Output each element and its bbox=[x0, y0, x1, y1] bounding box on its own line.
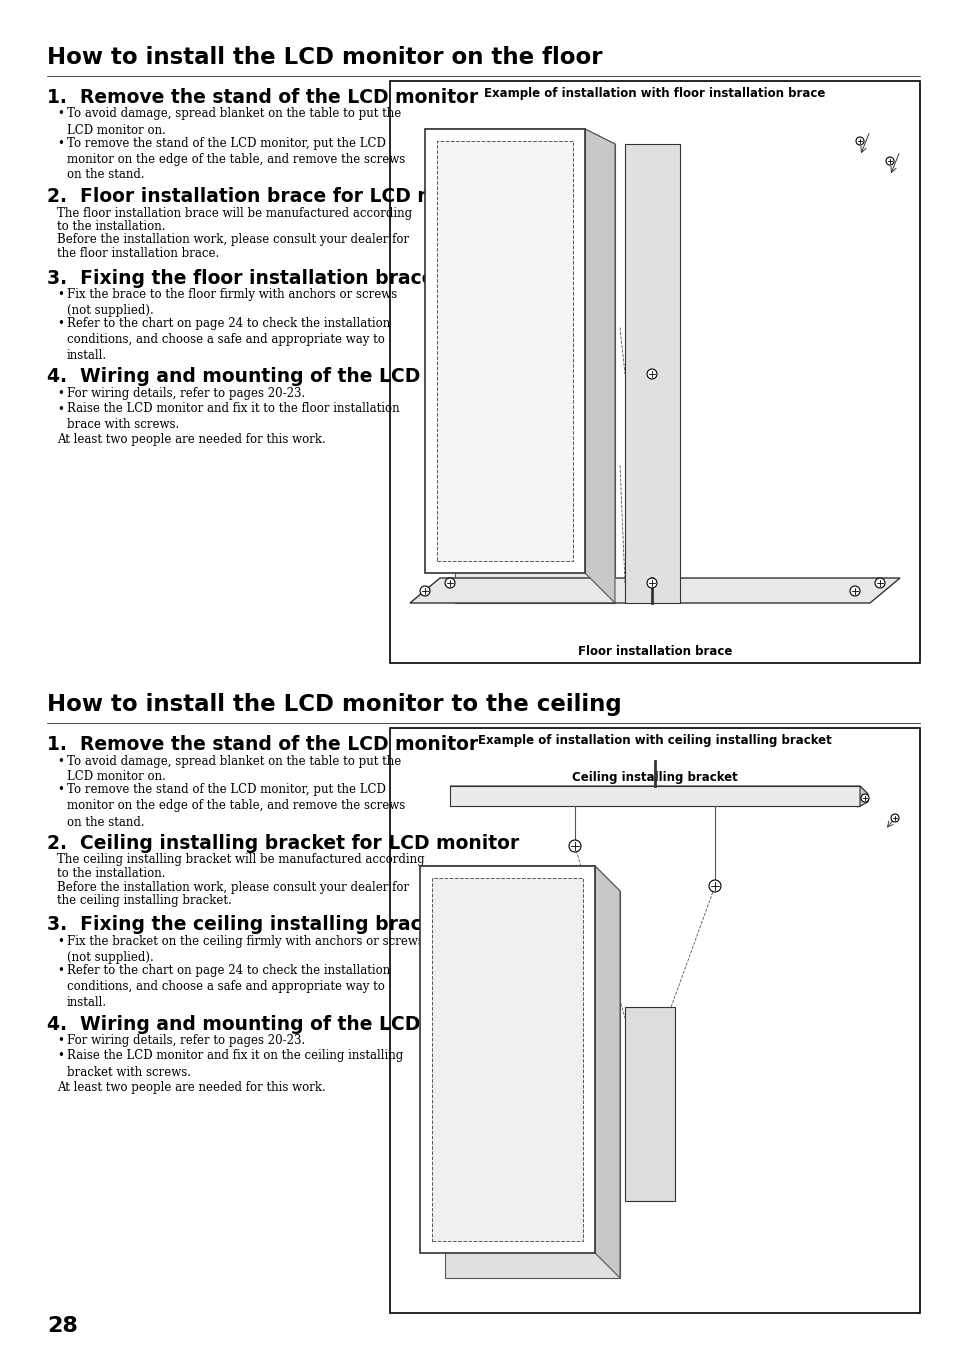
Text: Refer to the chart on page 24 to check the installation
conditions, and choose a: Refer to the chart on page 24 to check t… bbox=[67, 965, 390, 1009]
Polygon shape bbox=[419, 866, 619, 892]
Polygon shape bbox=[450, 786, 867, 794]
Text: 4.  Wiring and mounting of the LCD monitor: 4. Wiring and mounting of the LCD monito… bbox=[47, 367, 510, 386]
Polygon shape bbox=[584, 128, 615, 603]
Text: •: • bbox=[57, 784, 64, 797]
Polygon shape bbox=[859, 786, 867, 807]
Text: to the installation.: to the installation. bbox=[57, 220, 165, 232]
Text: Raise the LCD monitor and fix it on the ceiling installing
bracket with screws.: Raise the LCD monitor and fix it on the … bbox=[67, 1050, 403, 1078]
Polygon shape bbox=[455, 145, 615, 603]
Circle shape bbox=[646, 578, 657, 588]
Circle shape bbox=[874, 578, 884, 588]
Text: 1.  Remove the stand of the LCD monitor: 1. Remove the stand of the LCD monitor bbox=[47, 88, 477, 107]
Text: The floor installation brace will be manufactured according: The floor installation brace will be man… bbox=[57, 207, 412, 219]
Polygon shape bbox=[410, 578, 899, 603]
Polygon shape bbox=[444, 892, 619, 1278]
Text: Before the installation work, please consult your dealer for: Before the installation work, please con… bbox=[57, 234, 409, 246]
Polygon shape bbox=[424, 128, 584, 573]
Text: to the installation.: to the installation. bbox=[57, 867, 165, 880]
Text: Example of installation with floor installation brace: Example of installation with floor insta… bbox=[484, 86, 825, 100]
Text: Floor installation brace: Floor installation brace bbox=[578, 644, 731, 658]
Text: 3.  Fixing the floor installation brace to the floor: 3. Fixing the floor installation brace t… bbox=[47, 269, 559, 288]
Text: 1.  Remove the stand of the LCD monitor: 1. Remove the stand of the LCD monitor bbox=[47, 735, 477, 754]
Text: How to install the LCD monitor on the floor: How to install the LCD monitor on the fl… bbox=[47, 46, 602, 69]
Circle shape bbox=[849, 586, 859, 596]
Circle shape bbox=[708, 880, 720, 892]
Polygon shape bbox=[419, 866, 595, 1252]
Text: Example of installation with ceiling installing bracket: Example of installation with ceiling ins… bbox=[477, 734, 831, 747]
Text: Ceiling installing bracket: Ceiling installing bracket bbox=[572, 771, 737, 784]
Text: For wiring details, refer to pages 20-23.: For wiring details, refer to pages 20-23… bbox=[67, 1034, 305, 1047]
Text: •: • bbox=[57, 754, 64, 767]
Text: Before the installation work, please consult your dealer for: Before the installation work, please con… bbox=[57, 881, 409, 893]
Polygon shape bbox=[450, 786, 859, 807]
Text: To avoid damage, spread blanket on the table to put the
LCD monitor on.: To avoid damage, spread blanket on the t… bbox=[67, 108, 401, 136]
Text: 3.  Fixing the ceiling installing bracket on the ceiling: 3. Fixing the ceiling installing bracket… bbox=[47, 916, 605, 935]
Text: Refer to the chart on page 24 to check the installation
conditions, and choose a: Refer to the chart on page 24 to check t… bbox=[67, 317, 390, 362]
Circle shape bbox=[885, 157, 893, 165]
Circle shape bbox=[646, 369, 657, 380]
Bar bbox=[624, 145, 679, 603]
Text: To avoid damage, spread blanket on the table to put the
LCD monitor on.: To avoid damage, spread blanket on the t… bbox=[67, 754, 401, 784]
Text: For wiring details, refer to pages 20-23.: For wiring details, refer to pages 20-23… bbox=[67, 386, 305, 400]
Bar bbox=[624, 1006, 675, 1201]
Text: Raise the LCD monitor and fix it to the floor installation
brace with screws.: Raise the LCD monitor and fix it to the … bbox=[67, 403, 399, 431]
Text: •: • bbox=[57, 136, 64, 150]
Text: Fix the bracket on the ceiling firmly with anchors or screws
(not supplied).: Fix the bracket on the ceiling firmly wi… bbox=[67, 935, 423, 965]
Text: •: • bbox=[57, 317, 64, 330]
Circle shape bbox=[568, 840, 580, 852]
Text: The ceiling installing bracket will be manufactured according: The ceiling installing bracket will be m… bbox=[57, 854, 424, 866]
Text: Fix the brace to the floor firmly with anchors or screws
(not supplied).: Fix the brace to the floor firmly with a… bbox=[67, 288, 396, 317]
Text: How to install the LCD monitor to the ceiling: How to install the LCD monitor to the ce… bbox=[47, 693, 621, 716]
Text: •: • bbox=[57, 288, 64, 301]
Text: •: • bbox=[57, 935, 64, 948]
Text: •: • bbox=[57, 1050, 64, 1062]
Text: •: • bbox=[57, 386, 64, 400]
Text: At least two people are needed for this work.: At least two people are needed for this … bbox=[57, 1081, 325, 1093]
Text: •: • bbox=[57, 965, 64, 977]
Circle shape bbox=[444, 578, 455, 588]
Polygon shape bbox=[424, 128, 615, 145]
Text: the ceiling installing bracket.: the ceiling installing bracket. bbox=[57, 894, 232, 907]
Bar bbox=[390, 81, 919, 663]
Bar bbox=[432, 878, 582, 1242]
Text: 2.  Floor installation brace for LCD monitor: 2. Floor installation brace for LCD moni… bbox=[47, 186, 500, 205]
Text: 4.  Wiring and mounting of the LCD monitor: 4. Wiring and mounting of the LCD monito… bbox=[47, 1015, 510, 1034]
Circle shape bbox=[855, 136, 863, 145]
Text: 2.  Ceiling installing bracket for LCD monitor: 2. Ceiling installing bracket for LCD mo… bbox=[47, 834, 518, 852]
Circle shape bbox=[890, 815, 898, 821]
Text: •: • bbox=[57, 403, 64, 416]
Text: 28: 28 bbox=[47, 1316, 78, 1336]
Circle shape bbox=[861, 794, 868, 802]
Text: To remove the stand of the LCD monitor, put the LCD
monitor on the edge of the t: To remove the stand of the LCD monitor, … bbox=[67, 784, 405, 828]
Text: •: • bbox=[57, 108, 64, 120]
Text: the floor installation brace.: the floor installation brace. bbox=[57, 247, 219, 259]
Bar bbox=[390, 728, 919, 1313]
Polygon shape bbox=[595, 866, 619, 1278]
Circle shape bbox=[419, 586, 430, 596]
Text: To remove the stand of the LCD monitor, put the LCD
monitor on the edge of the t: To remove the stand of the LCD monitor, … bbox=[67, 136, 405, 181]
Text: At least two people are needed for this work.: At least two people are needed for this … bbox=[57, 434, 325, 446]
Bar bbox=[436, 141, 573, 561]
Text: •: • bbox=[57, 1034, 64, 1047]
